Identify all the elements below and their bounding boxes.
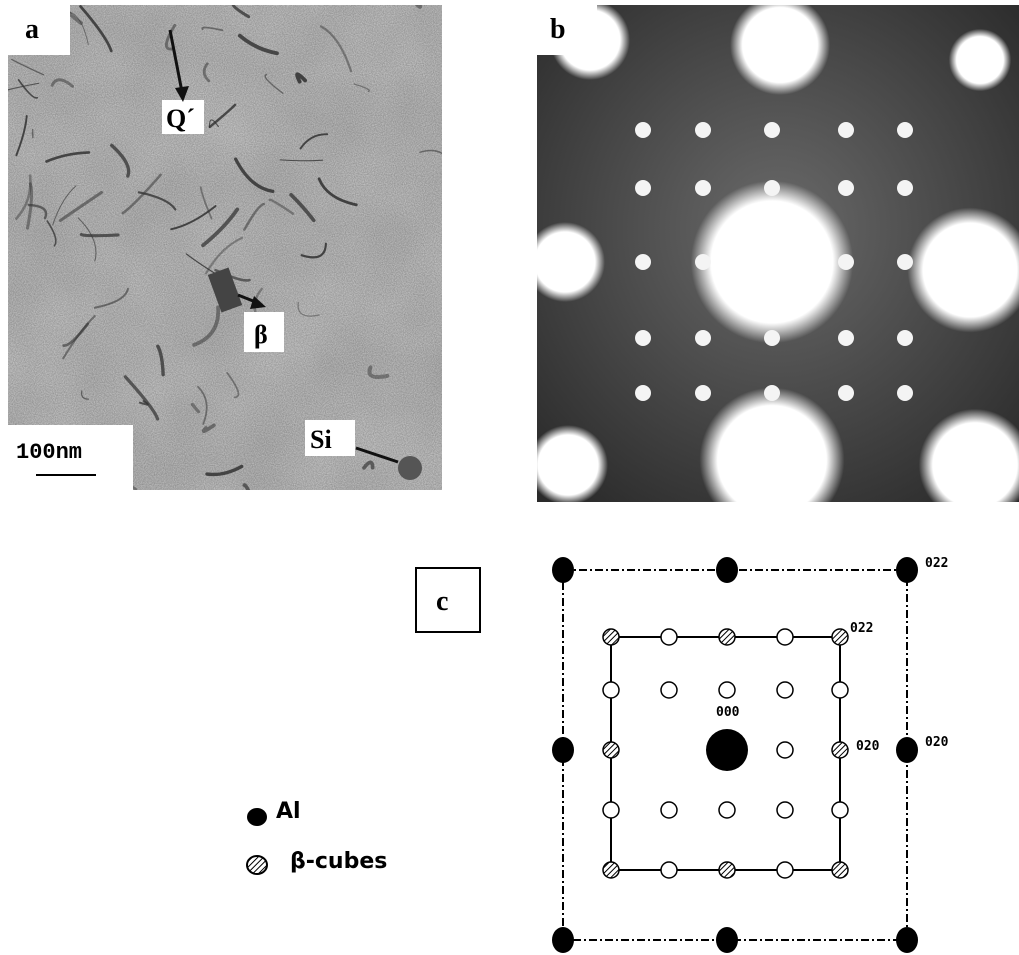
index-label: 022: [850, 621, 873, 636]
beta-spot: [603, 862, 619, 878]
legend-label: Al: [276, 799, 301, 824]
spot: [635, 385, 651, 401]
spot: [838, 385, 854, 401]
open-spot: [832, 802, 848, 818]
annotation: β: [254, 320, 268, 349]
figure: a Q´ β Si 100nm b c 022 022 000 020 020 …: [0, 0, 1019, 955]
al-spot: [896, 927, 918, 953]
open-spot: [661, 802, 677, 818]
open-spot: [661, 682, 677, 698]
dislocation: [81, 234, 118, 235]
open-spot: [603, 682, 619, 698]
spot: [764, 330, 780, 346]
main-spot: [691, 181, 854, 344]
spot: [838, 330, 854, 346]
annotation: Q´: [166, 104, 195, 133]
spot: [695, 385, 711, 401]
spot: [635, 180, 651, 196]
al-spot: [552, 737, 574, 763]
open-spot: [832, 682, 848, 698]
panel-label: b: [550, 14, 566, 45]
legend-label: β-cubes: [290, 849, 387, 874]
al-spot: [552, 927, 574, 953]
open-spot: [719, 682, 735, 698]
panel-label: a: [25, 14, 39, 45]
spot: [897, 385, 913, 401]
main-spot: [525, 222, 605, 302]
open-spot: [719, 802, 735, 818]
spot: [695, 122, 711, 138]
al-spot: [716, 927, 738, 953]
spot: [695, 254, 711, 270]
spot: [764, 385, 780, 401]
spot: [897, 180, 913, 196]
spot: [635, 254, 651, 270]
al-spot: [896, 557, 918, 583]
open-spot: [603, 802, 619, 818]
index-label: 020: [856, 739, 880, 754]
al-spot: [896, 737, 918, 763]
beta-spot: [832, 629, 848, 645]
spot: [897, 330, 913, 346]
open-spot: [777, 629, 793, 645]
index-label: 022: [925, 556, 948, 571]
open-spot: [661, 629, 677, 645]
label-box: [537, 5, 597, 55]
spot: [838, 254, 854, 270]
diffraction-pattern: [525, 0, 1019, 533]
al-spot: [716, 557, 738, 583]
spot: [695, 330, 711, 346]
annotation: Si: [310, 425, 332, 454]
main-spot: [700, 388, 845, 533]
particle: [398, 456, 422, 480]
panel-label: c: [436, 586, 448, 617]
al-spot: [552, 557, 574, 583]
main-spot: [949, 29, 1012, 92]
beta-spot: [603, 742, 619, 758]
beta-spot: [832, 862, 848, 878]
open-spot: [777, 742, 793, 758]
central-spot: [706, 729, 748, 771]
spot: [838, 122, 854, 138]
label-box: [8, 5, 70, 55]
beta-spot: [719, 629, 735, 645]
spot: [838, 180, 854, 196]
open-spot: [661, 862, 677, 878]
dislocation: [32, 130, 33, 138]
spot: [897, 254, 913, 270]
index-label: 000: [716, 705, 740, 720]
open-spot: [777, 682, 793, 698]
beta-spot: [603, 629, 619, 645]
spot: [897, 122, 913, 138]
beta-spot: [832, 742, 848, 758]
open-spot: [777, 862, 793, 878]
spot: [764, 122, 780, 138]
spot: [635, 330, 651, 346]
legend-marker: [247, 808, 267, 826]
beta-spot: [719, 862, 735, 878]
open-spot: [777, 802, 793, 818]
spot: [764, 180, 780, 196]
scale-bar-label: 100nm: [16, 440, 82, 465]
legend-marker: [247, 856, 267, 874]
index-label: 020: [925, 735, 949, 750]
spot: [695, 180, 711, 196]
main-spot: [528, 425, 608, 505]
spot: [635, 122, 651, 138]
